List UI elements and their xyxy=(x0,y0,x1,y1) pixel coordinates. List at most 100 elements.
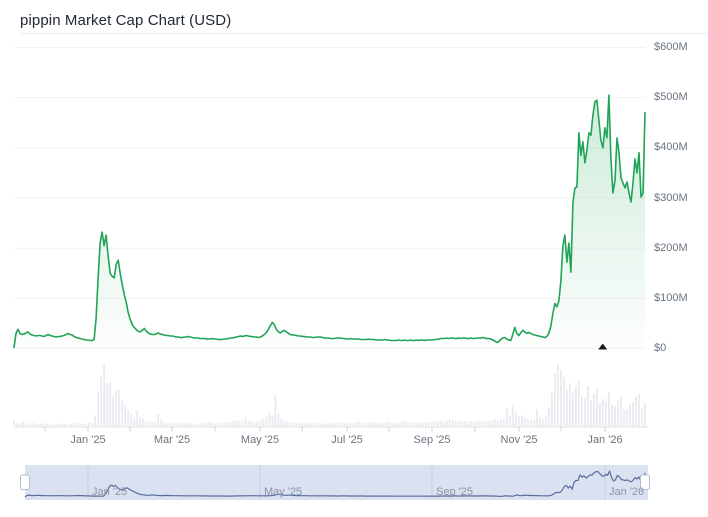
volume-bar xyxy=(403,420,406,427)
volume-bar xyxy=(226,422,229,427)
volume-bar xyxy=(364,423,367,427)
volume-bar xyxy=(145,420,148,427)
volume-bar xyxy=(196,424,199,427)
volume-bar xyxy=(574,386,577,427)
volume-bar xyxy=(514,412,517,427)
volume-bar xyxy=(289,422,292,427)
volume-bar xyxy=(307,423,310,427)
volume-bar xyxy=(124,404,127,427)
volume-bar xyxy=(121,400,124,427)
volume-bar xyxy=(388,421,391,427)
volume-bar xyxy=(112,395,115,427)
volume-bar xyxy=(584,398,586,427)
volume-bar xyxy=(349,423,352,427)
volume-bar xyxy=(490,420,493,427)
volume-bar xyxy=(136,411,139,427)
volume-bar xyxy=(220,423,223,427)
volume-bar xyxy=(73,423,75,427)
volume-bar xyxy=(163,422,166,427)
volume-bar xyxy=(397,422,400,427)
volume-bar xyxy=(223,422,226,427)
volume-bar xyxy=(496,420,499,427)
navigator[interactable] xyxy=(20,465,650,500)
volume-bar xyxy=(608,392,610,427)
volume-bar xyxy=(605,401,607,427)
volume-bar xyxy=(187,423,190,427)
volume-bar xyxy=(217,422,220,427)
volume-bar xyxy=(641,407,643,427)
volume-bar xyxy=(115,390,118,427)
volume-bar xyxy=(244,417,247,427)
volume-bar xyxy=(64,424,66,427)
volume-bar xyxy=(154,422,157,427)
volume-bar xyxy=(52,424,54,427)
volume-bar xyxy=(529,420,532,427)
volume-bar xyxy=(544,416,547,427)
volume-bar xyxy=(25,423,27,427)
volume-bar xyxy=(370,422,373,427)
volume-bar xyxy=(178,422,181,427)
volume-bar xyxy=(418,422,421,427)
volume-bar xyxy=(319,423,322,427)
volume-bar xyxy=(623,409,625,427)
navigator-track[interactable] xyxy=(25,465,648,500)
volume-bar xyxy=(568,383,571,427)
volume-bar xyxy=(193,423,196,427)
volume-bar xyxy=(82,424,85,427)
market-cap-series[interactable] xyxy=(13,94,646,349)
volume-bar xyxy=(22,421,24,427)
volume-bar xyxy=(508,415,511,427)
volume-bar xyxy=(301,423,304,427)
volume-bar xyxy=(298,422,301,427)
volume-bar xyxy=(421,422,424,427)
volume-bar xyxy=(406,422,409,427)
volume-bar xyxy=(614,406,616,427)
volume-bar xyxy=(58,424,60,427)
volume-bar xyxy=(445,420,448,427)
volume-bar xyxy=(367,422,370,427)
navigator-handle-right[interactable] xyxy=(640,474,650,490)
volume-bar xyxy=(37,424,39,427)
volume-bar xyxy=(469,420,472,427)
volume-bar xyxy=(611,404,613,427)
volume-bar xyxy=(460,421,463,427)
volume-bar xyxy=(439,420,442,427)
volume-bar xyxy=(599,402,601,427)
volume-bar xyxy=(28,424,30,427)
volume-bar xyxy=(571,392,574,427)
volume-bar xyxy=(577,380,580,427)
volume-bar xyxy=(487,420,490,427)
volume-bar xyxy=(61,423,63,427)
volume-bar xyxy=(517,416,520,427)
volume-bar xyxy=(268,412,271,427)
volume-bar xyxy=(199,423,202,427)
volume-bar xyxy=(49,424,51,427)
volume-bar xyxy=(433,421,436,427)
volume-bar xyxy=(520,415,523,427)
volume-bar xyxy=(55,423,57,427)
volume-bar xyxy=(352,422,355,427)
market-cap-line xyxy=(13,94,646,349)
volume-bar xyxy=(442,421,445,427)
navigator-handle-left[interactable] xyxy=(20,474,30,490)
volume-bar xyxy=(629,404,631,427)
volume-bar xyxy=(382,422,385,427)
volume-bar xyxy=(391,422,394,427)
volume-bar xyxy=(481,420,484,427)
volume-bars xyxy=(13,364,646,427)
volume-bar xyxy=(286,421,289,427)
volume-bar xyxy=(127,410,130,427)
volume-bar xyxy=(40,423,42,427)
volume-bar xyxy=(499,419,502,427)
volume-bar xyxy=(541,419,544,427)
volume-bar xyxy=(337,422,340,427)
volume-bar xyxy=(247,420,250,427)
volume-bar xyxy=(34,423,36,427)
volume-bar xyxy=(626,409,628,427)
event-marker-icon[interactable] xyxy=(598,343,608,350)
volume-bar xyxy=(172,422,175,427)
volume-bar xyxy=(451,420,454,427)
volume-bar xyxy=(70,424,72,427)
